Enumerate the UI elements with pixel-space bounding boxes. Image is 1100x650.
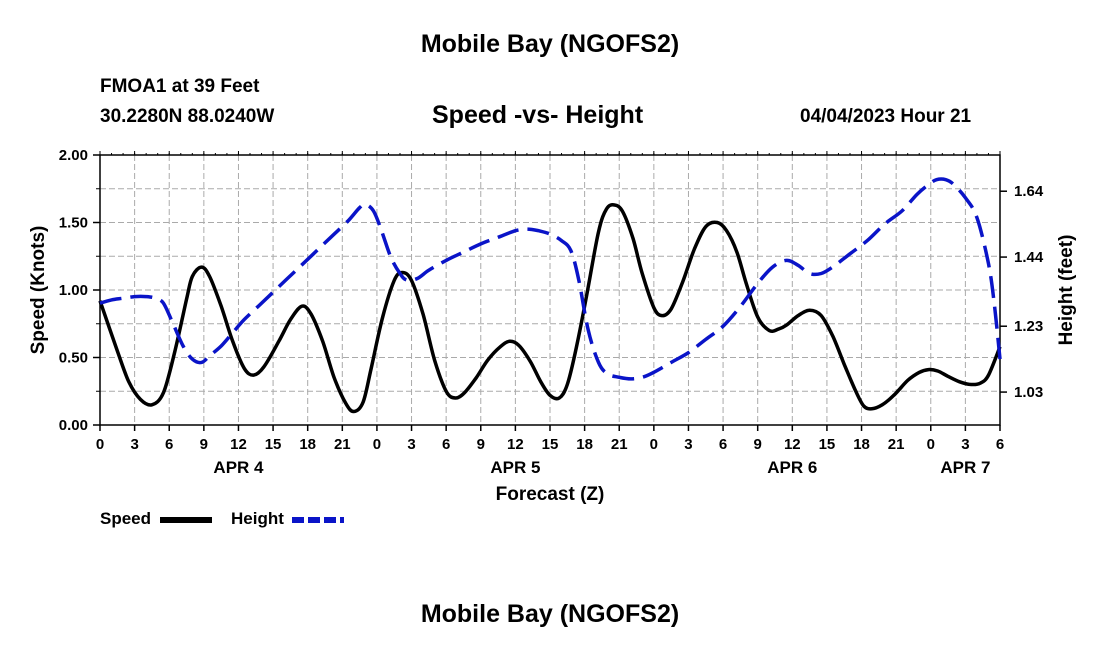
station-coordinates: 30.2280N 88.0240W: [100, 106, 275, 127]
y2-axis-title: Height (feet): [1056, 235, 1077, 346]
y-axis-title: Speed (Knots): [28, 226, 49, 355]
date-label: APR 7: [940, 458, 990, 477]
axis-labels: 0 3 6 9 12 15 18 21 0 3 6 9 12 15 18 21 0 3 6 9 12 15 18 21 0 3 6 0…: [28, 147, 1077, 505]
x-tick-label: 9: [200, 436, 208, 453]
y2-tick-label: 1.44: [1014, 249, 1044, 266]
x-tick-label: 18: [299, 436, 316, 453]
station-label: FMOA1 at 39 Feet: [100, 76, 260, 97]
height-series-line: [99, 177, 1002, 381]
axis-ticks: [93, 151, 1007, 431]
x-tick-label: 9: [754, 436, 762, 453]
y-tick-label: 2.00: [59, 147, 88, 164]
x-tick-label: 3: [684, 436, 692, 453]
date-label: APR 4: [213, 458, 264, 477]
chart-subtitle: Speed -vs- Height: [432, 101, 644, 129]
footer-title: Mobile Bay (NGOFS2): [420, 600, 680, 628]
date-label: APR 6: [767, 458, 817, 477]
x-axis-title: Forecast (Z): [496, 484, 605, 505]
x-tick-label: 6: [442, 436, 450, 453]
x-tick-label: 15: [542, 436, 559, 453]
x-tick-label: 0: [373, 436, 381, 453]
date-label: APR 5: [490, 458, 540, 477]
y-tick-label: 0.50: [59, 350, 88, 367]
chart-grid: [100, 155, 1000, 425]
y2-tick-label: 1.03: [1014, 384, 1043, 401]
x-tick-label: 0: [650, 436, 658, 453]
x-tick-label: 18: [853, 436, 870, 453]
x-tick-label: 21: [611, 436, 628, 453]
x-tick-label: 3: [961, 436, 969, 453]
x-tick-label: 21: [888, 436, 905, 453]
forecast-datetime: 04/04/2023 Hour 21: [800, 106, 972, 127]
y2-tick-label: 1.64: [1014, 183, 1044, 200]
x-tick-label: 15: [819, 436, 836, 453]
x-tick-label: 3: [130, 436, 138, 453]
y2-tick-label: 1.23: [1014, 318, 1043, 335]
x-tick-label: 15: [265, 436, 282, 453]
legend-speed-label: Speed: [100, 509, 152, 528]
x-tick-label: 9: [477, 436, 485, 453]
y-tick-label: 1.50: [59, 215, 88, 232]
page-title: Mobile Bay (NGOFS2): [420, 30, 680, 58]
x-tick-label: 12: [784, 436, 801, 453]
x-tick-label: 6: [719, 436, 727, 453]
x-tick-label: 6: [996, 436, 1004, 453]
x-tick-label: 21: [334, 436, 351, 453]
y-tick-label: 0.00: [59, 417, 88, 434]
speed-series-line: [98, 203, 1002, 414]
x-tick-label: 3: [407, 436, 415, 453]
chart-series: [98, 177, 1002, 414]
x-tick-label: 0: [927, 436, 935, 453]
x-tick-label: 0: [96, 436, 104, 453]
x-tick-label: 6: [165, 436, 173, 453]
x-tick-label: 12: [507, 436, 524, 453]
x-tick-label: 18: [576, 436, 593, 453]
legend-height-label: Height: [231, 509, 284, 528]
x-tick-label: 12: [230, 436, 247, 453]
y-tick-label: 1.00: [59, 282, 88, 299]
